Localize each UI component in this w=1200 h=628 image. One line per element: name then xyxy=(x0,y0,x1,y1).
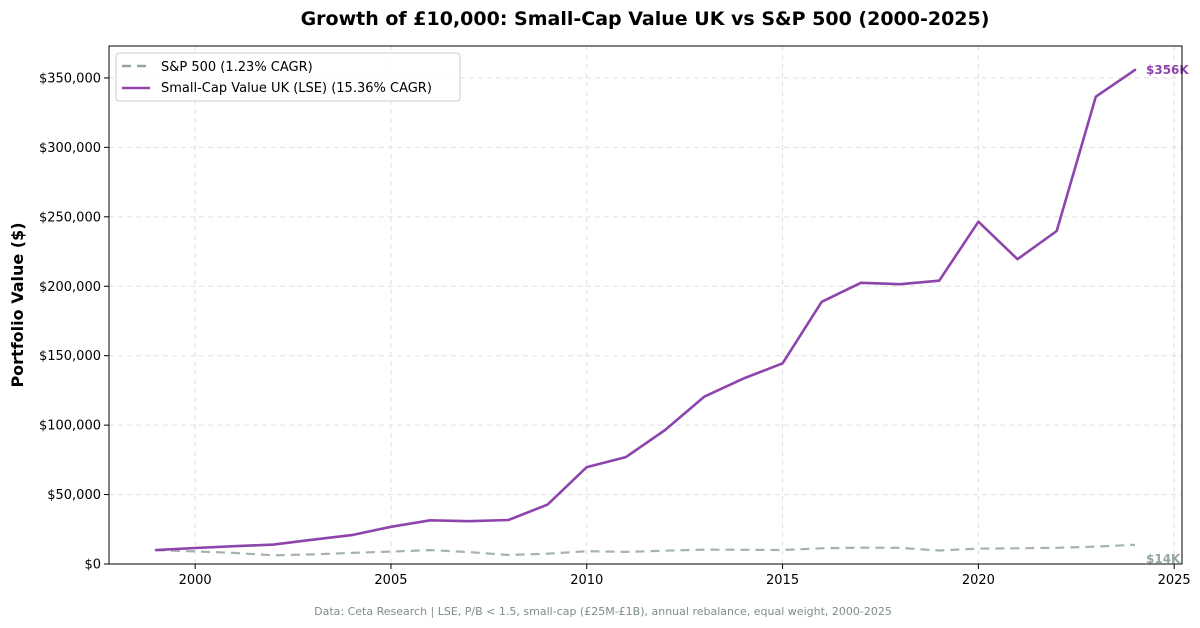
legend-box xyxy=(115,52,461,102)
footer-note: Data: Ceta Research | LSE, P/B < 1.5, sm… xyxy=(314,605,892,618)
x-tick-label: 2015 xyxy=(766,573,799,588)
grid xyxy=(109,46,1182,565)
x-tick-label: 2020 xyxy=(962,573,995,588)
y-tick-label: $350,000 xyxy=(39,71,101,86)
y-tick-label: $300,000 xyxy=(39,141,101,156)
y-tick-label: $100,000 xyxy=(39,419,101,434)
y-tick-label: $50,000 xyxy=(47,488,101,503)
series-line-1 xyxy=(154,68,1137,552)
series-end-label: $356K xyxy=(1146,63,1189,77)
x-tick-label: 2000 xyxy=(179,573,212,588)
series-line-0 xyxy=(155,543,1136,557)
series-end-label: $14K xyxy=(1146,552,1181,566)
series-layer: $14K $356K xyxy=(154,63,1189,566)
chart-title: Growth of £10,000: Small-Cap Value UK vs… xyxy=(301,8,990,30)
y-axis-label: Portfolio Value ($) xyxy=(8,222,27,387)
plot-area xyxy=(108,45,1183,565)
x-tick-label: 2025 xyxy=(1158,573,1191,588)
x-tick-label: 2010 xyxy=(570,573,603,588)
x-tick-label: 2005 xyxy=(374,573,407,588)
legend-label-sp500: S&P 500 (1.23% CAGR) xyxy=(161,60,313,75)
legend-label-small-cap-value-uk: Small-Cap Value UK (LSE) (15.36% CAGR) xyxy=(161,81,432,96)
y-tick-label: $200,000 xyxy=(39,280,101,295)
y-tick-label: $250,000 xyxy=(39,210,101,225)
axes: 2000 2005 2010 2015 2020 2025 $0 $50,000 $100,00… xyxy=(39,71,1191,588)
y-tick-label: $150,000 xyxy=(39,349,101,364)
legend: S&P 500 (1.23% CAGR) Small-Cap Value UK … xyxy=(115,52,461,102)
y-tick-label: $0 xyxy=(84,558,101,573)
